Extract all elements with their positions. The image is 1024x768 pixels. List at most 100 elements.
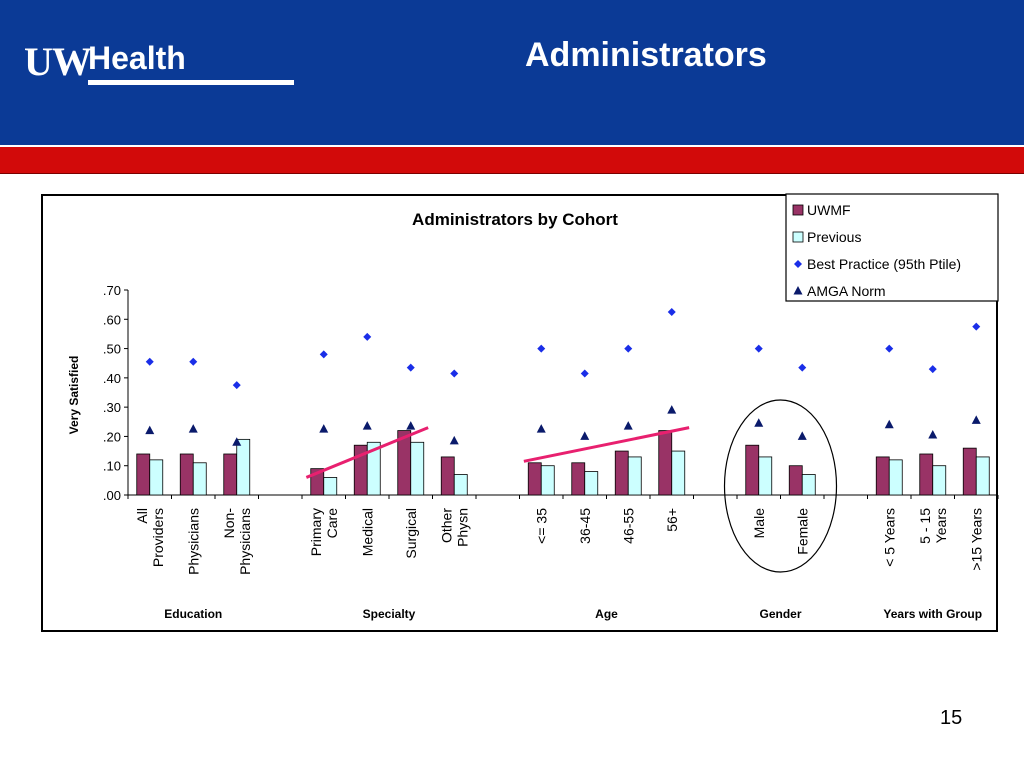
category-label: Medical (359, 508, 375, 556)
best-practice-point (580, 369, 589, 378)
legend-swatch (794, 260, 802, 268)
category-label: Primary (308, 508, 324, 556)
bar-previous (366, 441, 381, 496)
y-tick-label: .40 (103, 371, 121, 386)
group-label: Specialty (363, 607, 416, 621)
legend-label: Previous (807, 229, 861, 245)
best-practice-point (232, 381, 241, 390)
y-tick-label: .10 (103, 459, 121, 474)
y-tick-label: .50 (103, 342, 121, 357)
uw-health-logo: UW Health (24, 38, 186, 85)
best-practice-point (624, 344, 633, 353)
gender-highlight-ellipse (723, 399, 838, 573)
bar-uwmf (136, 453, 151, 496)
y-axis-label: Very Satisfied (67, 356, 81, 435)
amga-norm-point (319, 424, 329, 433)
amga-norm-point (406, 421, 416, 430)
legend-box (785, 193, 999, 302)
bar-uwmf (179, 453, 194, 496)
legend-swatch (792, 231, 804, 243)
bar-previous (192, 462, 207, 496)
best-practice-point (319, 350, 328, 359)
legend-label: UWMF (807, 202, 851, 218)
amga-norm-point (536, 424, 546, 433)
logo-underline (88, 80, 294, 85)
bar-previous (584, 471, 599, 496)
best-practice-point (406, 363, 415, 372)
category-label: < 5 Years (881, 508, 897, 567)
amga-norm-point (928, 429, 938, 439)
category-label: >15 Years (968, 508, 984, 571)
bar-previous (758, 456, 773, 496)
category-label: Care (324, 508, 340, 539)
amga-norm-point (971, 415, 981, 424)
category-label: Providers (150, 508, 166, 567)
group-label: Age (595, 607, 618, 621)
legend-label: AMGA Norm (807, 283, 886, 299)
bar-previous (149, 459, 164, 496)
bar-uwmf (919, 453, 934, 496)
y-tick-label: .70 (103, 283, 121, 298)
bar-previous (801, 474, 816, 496)
amga-norm-point (754, 418, 764, 427)
bar-previous (540, 465, 555, 496)
category-label: 46-55 (620, 508, 636, 544)
category-label: Surgical (403, 508, 419, 559)
accent-band (0, 145, 1024, 174)
best-practice-point (667, 307, 676, 316)
amga-norm-point (797, 431, 807, 440)
amga-norm-point (623, 421, 633, 430)
amga-norm-point (188, 424, 198, 433)
y-tick-label: .20 (103, 429, 121, 444)
category-label: 36-45 (577, 508, 593, 544)
group-label: Gender (759, 607, 801, 621)
logo-health-text: Health (88, 40, 186, 76)
category-label: Male (751, 508, 767, 539)
header-band (0, 0, 1024, 146)
bar-previous (410, 441, 425, 496)
best-practice-point (145, 357, 154, 366)
category-label: Years (933, 508, 949, 543)
trend-line (523, 426, 690, 463)
best-practice-point (189, 357, 198, 366)
bar-previous (453, 474, 468, 496)
bar-uwmf (223, 453, 238, 496)
best-practice-point (754, 344, 763, 353)
best-practice-point (885, 344, 894, 353)
legend-label: Best Practice (95th Ptile) (807, 256, 961, 272)
category-label: 5 - 15 (917, 508, 933, 544)
bar-previous (888, 459, 903, 496)
group-label: Education (164, 607, 222, 621)
bar-previous (236, 438, 251, 496)
group-label: Years with Group (883, 607, 982, 621)
amga-norm-point (884, 419, 894, 429)
category-label: All (134, 508, 150, 524)
amga-norm-point (232, 437, 242, 446)
legend-swatch (792, 204, 804, 216)
slide-title: Administrators (525, 36, 767, 74)
best-practice-point (928, 365, 937, 374)
bar-previous (627, 456, 642, 496)
logo-uw-text: UW (24, 39, 92, 84)
bar-uwmf (788, 465, 803, 496)
best-practice-point (450, 369, 459, 378)
bar-uwmf (571, 462, 586, 496)
amga-norm-point (580, 431, 590, 440)
bar-previous (671, 450, 686, 496)
legend-swatch (793, 286, 803, 295)
chart-title: Administrators by Cohort (412, 210, 618, 229)
category-label: Other (438, 508, 454, 543)
amga-norm-point (145, 425, 155, 435)
amga-norm-point (449, 435, 459, 445)
category-label: Female (794, 508, 810, 555)
trend-line (305, 426, 429, 479)
bar-previous (975, 456, 990, 496)
bar-uwmf (614, 450, 629, 496)
bar-uwmf (962, 447, 977, 496)
bar-uwmf (440, 456, 455, 496)
y-tick-label: .60 (103, 312, 121, 327)
best-practice-point (537, 344, 546, 353)
bar-previous (323, 477, 338, 496)
page-number: 15 (940, 707, 963, 729)
